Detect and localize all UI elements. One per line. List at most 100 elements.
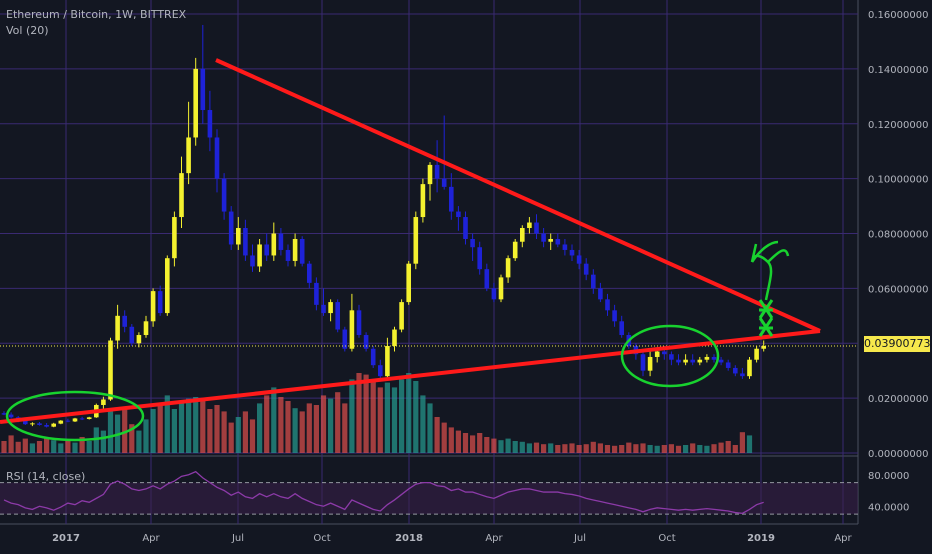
candle-body[interactable] — [342, 329, 348, 349]
candle-body[interactable] — [115, 315, 120, 341]
candle-body[interactable] — [569, 249, 575, 256]
candle-body[interactable] — [690, 359, 695, 363]
candle-body[interactable] — [23, 420, 28, 425]
candle-body[interactable] — [576, 255, 582, 264]
candle-body[interactable] — [264, 244, 269, 256]
candle-body[interactable] — [598, 288, 603, 300]
candle-body[interactable] — [477, 247, 482, 270]
candle-body[interactable] — [491, 288, 497, 300]
candle-body[interactable] — [172, 217, 177, 259]
candle-body[interactable] — [321, 304, 326, 314]
candle-body[interactable] — [363, 335, 369, 349]
candle-body[interactable] — [200, 68, 206, 111]
candle-body[interactable] — [413, 217, 419, 264]
candle-body[interactable] — [165, 258, 170, 314]
candle-body[interactable] — [221, 178, 227, 212]
candle-body[interactable] — [271, 233, 277, 256]
candle-body[interactable] — [44, 425, 49, 427]
candle-body[interactable] — [214, 137, 220, 179]
candle-body[interactable] — [725, 362, 731, 368]
candle-body[interactable] — [243, 228, 248, 256]
candle-body[interactable] — [583, 263, 589, 275]
candle-body[interactable] — [122, 315, 127, 327]
candle-body[interactable] — [548, 238, 553, 242]
candle-body[interactable] — [328, 302, 333, 314]
candle-body[interactable] — [392, 329, 397, 346]
candle-body[interactable] — [129, 326, 135, 344]
candle-body[interactable] — [541, 233, 546, 242]
candle-body[interactable] — [733, 367, 738, 374]
candle-body[interactable] — [65, 420, 71, 422]
candle-body[interactable] — [299, 238, 305, 264]
candle-body[interactable] — [314, 282, 319, 305]
candle-body[interactable] — [1, 413, 7, 415]
candle-body[interactable] — [307, 263, 312, 283]
candle-body[interactable] — [385, 345, 390, 377]
candle-body[interactable] — [335, 302, 340, 330]
candle-body[interactable] — [761, 345, 766, 349]
candle-body[interactable] — [193, 68, 198, 138]
candle-body[interactable] — [456, 211, 461, 218]
candle-body[interactable] — [512, 241, 518, 259]
candle-body[interactable] — [370, 348, 376, 366]
candle-body[interactable] — [37, 423, 42, 426]
candle-body[interactable] — [711, 356, 717, 360]
candle-body[interactable] — [143, 321, 149, 336]
candle-body[interactable] — [72, 418, 78, 422]
candle-body[interactable] — [30, 423, 35, 425]
candle-body[interactable] — [186, 137, 191, 174]
candle-body[interactable] — [463, 217, 468, 239]
candle-body[interactable] — [619, 321, 624, 336]
candle-body[interactable] — [257, 244, 262, 267]
candle-body[interactable] — [718, 359, 724, 363]
candle-body[interactable] — [349, 310, 355, 349]
candle-body[interactable] — [278, 233, 284, 250]
candle-body[interactable] — [236, 228, 241, 245]
candle-body[interactable] — [591, 274, 596, 289]
candle-body[interactable] — [470, 238, 475, 248]
candle-body[interactable] — [505, 258, 511, 278]
candle-body[interactable] — [704, 356, 710, 360]
candle-body[interactable] — [683, 359, 688, 363]
candle-body[interactable] — [662, 351, 667, 355]
candle-body[interactable] — [441, 178, 447, 187]
candle-body[interactable] — [676, 359, 681, 363]
candle-body[interactable] — [108, 340, 113, 400]
candle-body[interactable] — [250, 255, 255, 267]
candle-body[interactable] — [406, 263, 411, 303]
candle-body[interactable] — [8, 414, 14, 418]
candle-body[interactable] — [605, 299, 610, 311]
candle-body[interactable] — [292, 238, 298, 261]
candle-body[interactable] — [179, 173, 184, 218]
candle-body[interactable] — [520, 228, 525, 242]
candle-body[interactable] — [484, 269, 490, 289]
candle-body[interactable] — [449, 186, 454, 212]
candle-body[interactable] — [747, 359, 752, 377]
candle-body[interactable] — [740, 373, 745, 377]
candle-body[interactable] — [697, 359, 703, 363]
candle-body[interactable] — [101, 399, 106, 405]
candle-body[interactable] — [527, 222, 532, 229]
candle-body[interactable] — [562, 244, 568, 250]
candle-body[interactable] — [58, 420, 64, 424]
candle-body[interactable] — [612, 310, 617, 322]
candle-body[interactable] — [427, 164, 433, 185]
candle-body[interactable] — [157, 291, 163, 314]
candle-body[interactable] — [434, 164, 440, 179]
candle-body[interactable] — [640, 354, 646, 371]
candle-body[interactable] — [555, 238, 561, 245]
candle-body[interactable] — [654, 351, 660, 357]
candle-body[interactable] — [207, 110, 213, 138]
candle-body[interactable] — [420, 184, 426, 218]
candle-body[interactable] — [86, 417, 92, 419]
candle-body[interactable] — [285, 249, 291, 261]
candle-body[interactable] — [228, 211, 234, 245]
candle-body[interactable] — [51, 423, 56, 427]
candle-body[interactable] — [79, 418, 85, 420]
candle-body[interactable] — [356, 310, 362, 336]
candle-body[interactable] — [136, 335, 142, 344]
candle-body[interactable] — [534, 222, 539, 234]
candle-body[interactable] — [378, 365, 383, 377]
candle-body[interactable] — [754, 348, 759, 360]
